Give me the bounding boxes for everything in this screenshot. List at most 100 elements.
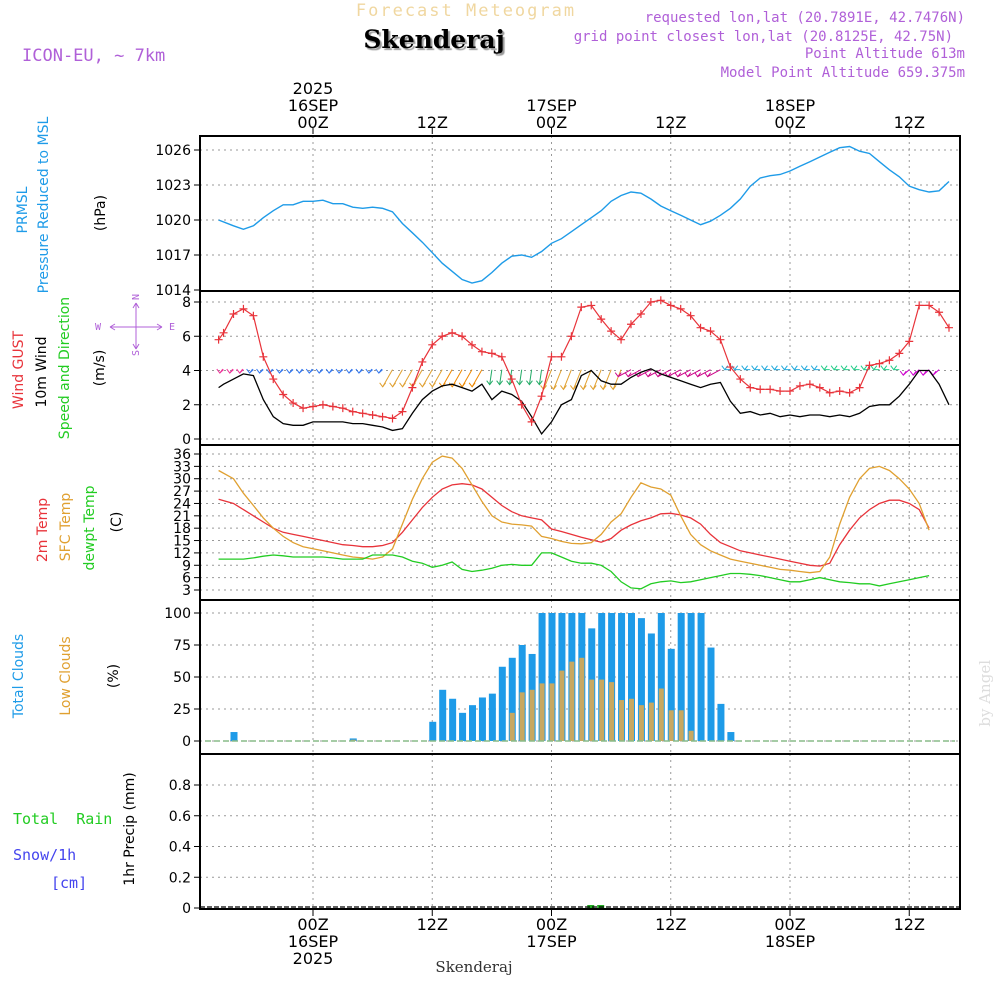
precip-frame (199, 753, 961, 910)
top-time-label: 12Z (417, 113, 448, 132)
wind-arrow-head (860, 365, 868, 371)
pressure-frame (199, 135, 961, 292)
gust-point (636, 309, 645, 318)
wind-unit-label: (m/s) (92, 350, 108, 387)
top-time-label: 18SEP (765, 96, 816, 115)
gust-point (766, 385, 775, 394)
gust-point (388, 414, 397, 423)
gust-point (219, 328, 228, 337)
pressure-unit-label: (hPa) (93, 195, 109, 231)
gust-point (706, 327, 715, 336)
wind-arrow-head (305, 368, 313, 374)
gust-point (597, 315, 606, 324)
wind-arrow-head (285, 368, 293, 374)
top-time-label: 00Z (774, 113, 805, 132)
wind-arrow (528, 369, 533, 385)
gust-point (567, 332, 576, 341)
total-cloud-bar (657, 613, 665, 741)
gust-point (696, 323, 705, 332)
wind-arrow-head (840, 365, 848, 371)
top-time-label: 00Z (536, 113, 567, 132)
gust-point (577, 303, 586, 312)
wind-arrow-head (365, 368, 373, 374)
wind-arrow-head (589, 385, 597, 391)
gust-point (617, 335, 626, 344)
total-cloud-bar (667, 648, 675, 741)
product-title: Forecast Meteogram (356, 1, 576, 21)
wind-series (214, 296, 953, 436)
bottom-time-label: 12Z (655, 915, 686, 934)
low-cloud-bar (648, 702, 654, 741)
watermark: by Angel (976, 660, 994, 727)
gust-point (786, 387, 794, 396)
t2m-line (218, 483, 930, 567)
cloud-bars (205, 613, 955, 742)
clouds-ytick-label: 75 (173, 638, 191, 654)
wind-arrow-head (496, 380, 504, 386)
compass-rose: W E N S (95, 294, 175, 356)
wind-arrow-head (771, 365, 778, 371)
low-cloud-bar (629, 698, 634, 741)
t2m-label: 2m Temp (35, 498, 51, 562)
temp-ytick-label: 9 (182, 558, 191, 574)
gust-point (646, 298, 655, 306)
wind-arrow (543, 369, 552, 390)
clouds-ytick-label: 50 (173, 670, 191, 686)
tsfc-line (218, 455, 930, 574)
wind-arrow-head (246, 368, 254, 374)
wind-arrow (687, 369, 701, 378)
low-cloud-bar (688, 730, 694, 741)
gust-point (497, 352, 506, 361)
model-label: ICON-EU, ~ 7km (22, 46, 165, 66)
gust-point (686, 311, 695, 320)
low-cloud-bar (509, 712, 515, 741)
rain-bar (587, 905, 595, 908)
gust-point (875, 359, 884, 368)
wind-arrow-head (526, 380, 533, 386)
wind-ytick-label: 0 (182, 432, 191, 448)
gust-point (726, 363, 735, 372)
wind-arrow (612, 369, 622, 390)
wind-arrow (602, 369, 612, 390)
wind-arrow-head (226, 368, 234, 374)
total-cloud-bar (618, 613, 626, 741)
wind-arrow-head (800, 365, 808, 371)
pressure-ytick-label: 1014 (155, 283, 191, 299)
gust-point (795, 381, 804, 390)
wind-arrow-head (216, 368, 224, 374)
wind-arrow (562, 369, 572, 390)
temp-ytick-label: 3 (182, 583, 191, 599)
precip-ytick-label: 0.6 (169, 809, 191, 825)
wind-arrow-head (438, 382, 446, 388)
rain-label: Total Rain (13, 810, 112, 828)
wind-arrow (489, 369, 493, 385)
gust-point (458, 332, 467, 341)
total-cloud-bar (687, 613, 695, 741)
wind-ytick-label: 2 (182, 398, 191, 414)
gust-point (328, 402, 337, 411)
total-cloud-bar (429, 721, 437, 741)
total-cloud-bar (707, 647, 715, 741)
gust-point (269, 375, 278, 384)
gust-point (468, 340, 476, 349)
low-cloud-bar (658, 688, 664, 741)
wind-arrow-head (850, 365, 858, 371)
low-cloud-bar (619, 700, 625, 741)
gust-point (756, 385, 765, 394)
gust-point (776, 387, 785, 396)
wind-arrow-head (899, 370, 907, 376)
location-title: Skenderaj (363, 25, 504, 54)
precip-ytick-label: 0.2 (169, 870, 191, 886)
total-clouds-label: Total Clouds (11, 634, 27, 719)
total-cloud-bar (469, 705, 476, 741)
wind-arrow-head (919, 370, 927, 376)
wind-arrow-head (579, 385, 587, 391)
wind10m-line (218, 368, 950, 436)
wind-arrow (582, 369, 592, 390)
gust-point (885, 356, 894, 365)
low-cloud-bar (668, 710, 674, 741)
gust-point (905, 337, 914, 346)
wind-arrow (538, 369, 543, 385)
total-cloud-bar (230, 732, 238, 741)
